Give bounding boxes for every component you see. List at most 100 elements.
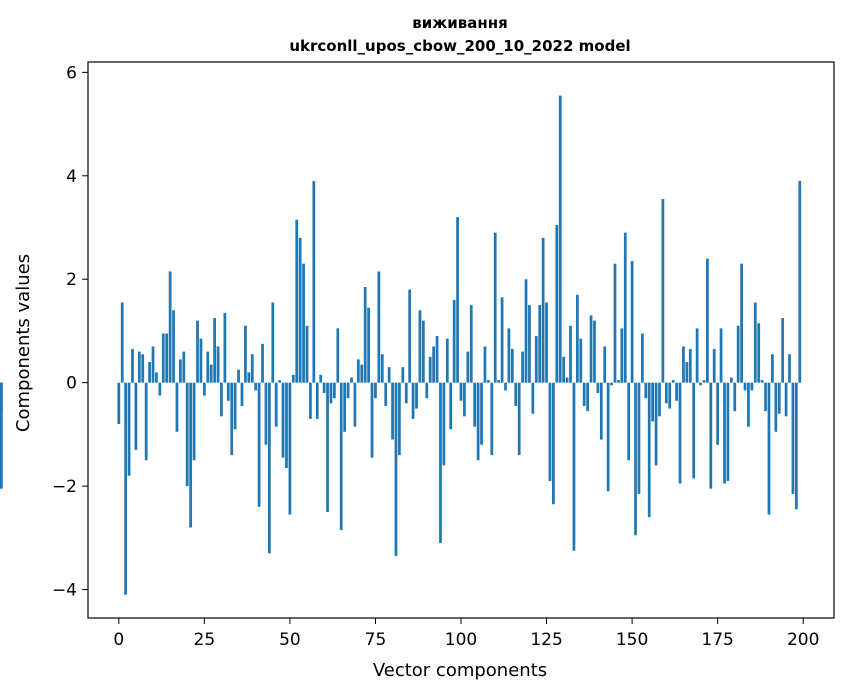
x-tick-label: 50 — [279, 630, 301, 650]
bar — [291, 374, 295, 383]
bar — [487, 380, 490, 383]
bar — [463, 382, 466, 417]
bar — [678, 382, 682, 484]
chart-subtitle: ukrconll_upos_cbow_200_10_2022 model — [289, 37, 630, 55]
x-tick-label: 175 — [701, 630, 733, 650]
bar — [305, 325, 309, 383]
x-tick-label: 200 — [787, 630, 819, 650]
bar — [339, 382, 343, 531]
bar — [658, 382, 661, 417]
bar — [199, 338, 203, 383]
bar — [237, 369, 240, 383]
bar — [565, 377, 569, 383]
bar — [131, 349, 134, 383]
bar — [555, 224, 559, 383]
bar — [709, 382, 713, 489]
bar — [747, 382, 750, 427]
bar — [435, 336, 439, 383]
bar — [384, 382, 388, 406]
bar — [312, 180, 316, 383]
bar — [510, 349, 514, 383]
bar — [798, 180, 802, 383]
bar — [202, 382, 206, 396]
bar — [148, 361, 151, 383]
bar — [541, 237, 545, 383]
bar — [247, 372, 251, 383]
bar — [391, 382, 394, 440]
bar — [285, 382, 288, 469]
bar — [404, 382, 408, 404]
bar — [483, 346, 487, 383]
bar — [760, 380, 764, 383]
bar — [654, 382, 658, 466]
bar — [445, 338, 449, 383]
bar — [531, 382, 535, 414]
bar — [524, 279, 528, 383]
bar — [155, 372, 158, 383]
bar — [418, 310, 422, 383]
bar — [699, 382, 702, 386]
bar — [521, 351, 524, 383]
x-tick-label: 75 — [365, 630, 387, 650]
bar — [374, 382, 377, 399]
bar — [380, 354, 384, 383]
bar — [490, 382, 494, 456]
bar — [726, 382, 730, 481]
bar — [439, 382, 442, 543]
bar — [281, 382, 285, 458]
bar — [456, 217, 459, 383]
bar — [257, 382, 261, 507]
bar — [213, 318, 216, 383]
bar — [158, 382, 162, 396]
bar — [771, 354, 774, 383]
bar — [517, 382, 521, 456]
bar — [278, 380, 281, 383]
bar — [757, 323, 761, 383]
bar — [274, 382, 278, 427]
y-axis-ticks: −4 −2 0 2 4 6 — [52, 63, 88, 601]
bar — [250, 354, 254, 383]
bar — [353, 382, 357, 427]
bar — [223, 312, 227, 383]
bar — [377, 271, 381, 383]
bar — [610, 382, 613, 386]
bar — [244, 325, 247, 383]
bar — [326, 382, 329, 512]
bar — [548, 382, 552, 481]
bar — [750, 382, 754, 391]
x-tick-label: 0 — [113, 630, 124, 650]
bar — [545, 302, 548, 383]
bar — [514, 382, 518, 406]
bar — [723, 382, 726, 484]
bar — [425, 382, 429, 399]
bar — [151, 346, 155, 383]
bar — [401, 367, 405, 383]
bar — [764, 382, 767, 412]
bar — [336, 328, 340, 383]
bar — [185, 382, 189, 487]
bar — [562, 356, 566, 383]
bar — [230, 382, 234, 456]
bar — [0, 382, 3, 489]
bar — [589, 315, 593, 383]
bar — [623, 232, 627, 383]
bar — [346, 382, 350, 399]
bar — [428, 356, 432, 383]
bar — [141, 354, 145, 383]
bar — [528, 305, 531, 383]
bar — [675, 382, 678, 401]
bar — [161, 333, 165, 383]
bar — [189, 382, 193, 528]
bar — [664, 382, 668, 404]
bar — [552, 382, 555, 505]
bar — [459, 382, 463, 401]
bar — [363, 286, 367, 383]
bar — [695, 328, 699, 383]
bar — [432, 346, 435, 383]
bar — [288, 382, 292, 515]
bar — [268, 382, 271, 554]
y-tick-label: −4 — [52, 581, 77, 601]
bar — [319, 374, 323, 383]
bar — [421, 320, 425, 383]
